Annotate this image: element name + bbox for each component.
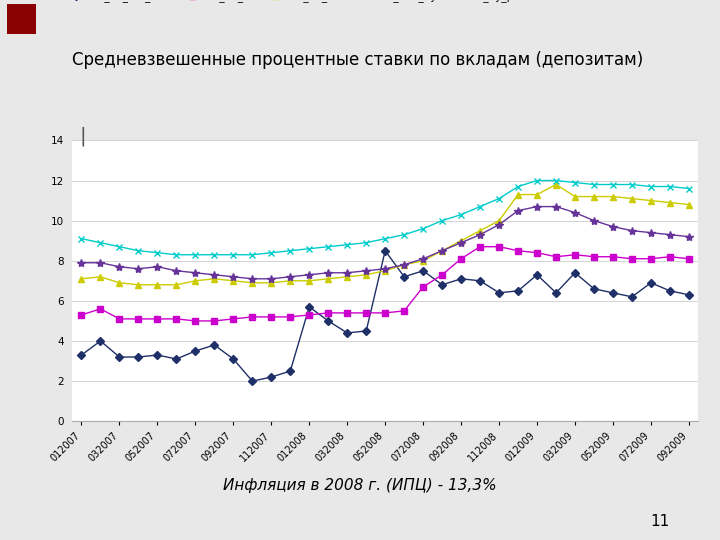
Bar (7, 4, 36, 34)
Text: |: | (79, 127, 86, 146)
Text: Средневзвешенные процентные ставки по вкладам (депозитам): Средневзвешенные процентные ставки по вк… (72, 51, 643, 69)
Text: 11: 11 (650, 514, 670, 529)
Text: Инфляция в 2008 г. (ИПЦ) - 13,3%: Инфляция в 2008 г. (ИПЦ) - 13,3% (223, 478, 497, 493)
Legend: PR_30_out_DDA, PR_31_90, PR_91_180, PR_181_1y, PR_1y_plus: PR_30_out_DDA, PR_31_90, PR_91_180, PR_1… (65, 0, 528, 2)
